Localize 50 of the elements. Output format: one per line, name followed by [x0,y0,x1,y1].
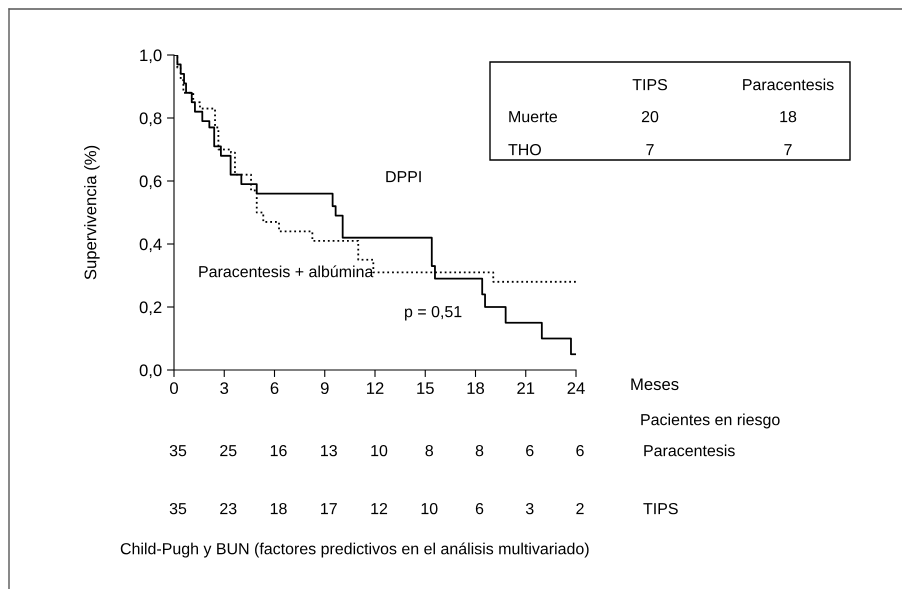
x-tick-label: 24 [568,382,585,394]
text: Paracentesis [644,444,735,456]
text: 7 [646,144,654,156]
text: 35 [170,502,186,514]
x-tick-label: 18 [468,382,484,394]
text: 16 [270,444,287,456]
y-tick-label: 0,4 [140,238,162,252]
text: 6 [526,444,534,456]
x-tick-label: 21 [517,382,534,394]
y-tick-label: 0,6 [140,175,162,190]
y-tick-label: 0,0 [140,364,162,378]
text: TIPS [632,78,668,90]
text: 23 [220,502,236,514]
text: 10 [422,502,438,514]
text: 3 [526,502,534,514]
text: 18 [780,110,796,122]
text: 17 [321,503,337,514]
text: 6 [476,502,484,514]
text: 8 [426,444,433,456]
text: 6 [576,444,584,456]
text: 13 [321,444,337,456]
text: 18 [270,502,287,514]
annotation: p = 0,51 [405,306,462,320]
x-tick-label: 0 [170,382,178,394]
y-tick-label: 0,8 [140,112,162,126]
text: Pacientes en riesgo [641,414,780,428]
annotation: Muerte [509,111,557,122]
text: 12 [371,502,388,514]
y-tick-label: 1,0 [140,49,162,64]
text: 2 [576,502,584,514]
x-tick-label: 9 [320,382,329,394]
text: 35 [170,444,186,456]
text: TIPS [643,502,678,514]
text: 20 [642,110,658,122]
x-tick-label: 3 [220,382,228,394]
text: Child-Pugh y BUN (factores predictivos en el análisis multivariado) [120,542,589,558]
annotation: DPPI [386,171,421,182]
text: Paracentesis [743,78,834,90]
text: 10 [371,444,388,456]
x-tick-label: 6 [270,382,278,394]
annotation: THO [508,144,541,156]
text: 7 [784,144,792,156]
text: 8 [476,444,484,456]
x-axis-title: Meses [631,378,678,390]
x-tick-label: 12 [367,382,384,394]
text: 25 [220,444,236,456]
y-tick-label: 0,2 [140,301,162,316]
annotation: Paracentesis + albúmina [199,265,374,278]
x-tick-label: 15 [417,382,434,394]
y-axis-title: Supervivencia (%) [84,146,100,280]
